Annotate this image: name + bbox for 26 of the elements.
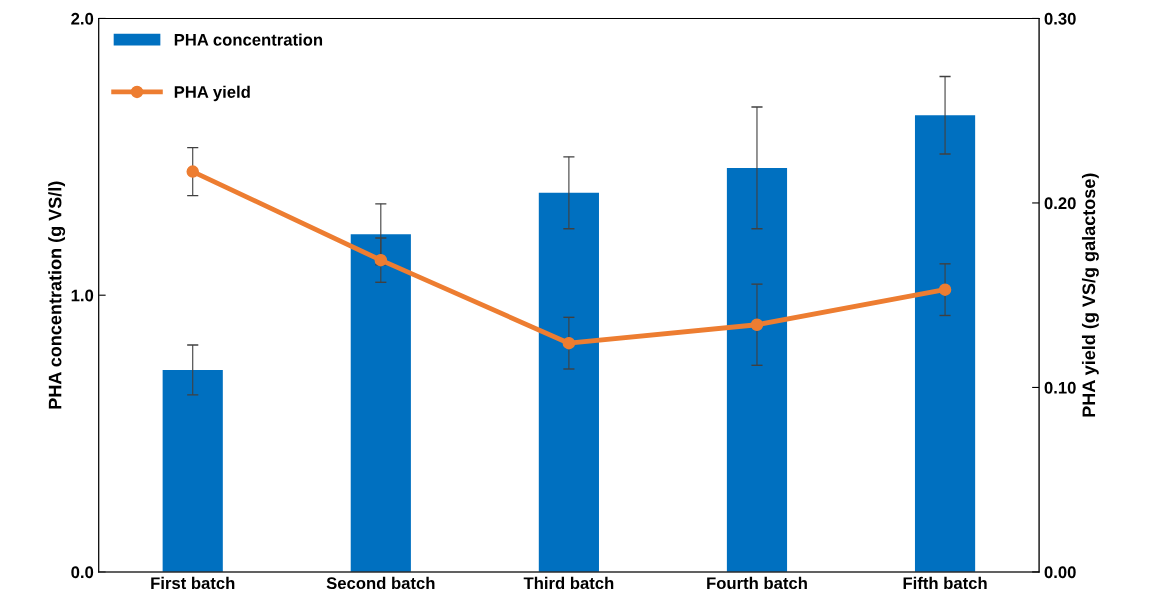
point (938, 283, 952, 296)
point (186, 165, 199, 178)
y-tick-label: 2.0 (71, 12, 94, 25)
legend-label: PHA yield (174, 85, 250, 102)
bar (162, 369, 223, 572)
y-tick-label: 1.0 (71, 289, 94, 302)
bar (726, 167, 788, 572)
bar (350, 234, 411, 572)
bar (914, 115, 976, 572)
x-tick-label: First batch (151, 576, 235, 590)
y-tick-label: 0.0 (71, 566, 94, 579)
y-axis-title: PHA concentration (g VS/l) (48, 181, 66, 409)
point (562, 336, 576, 350)
x-tick-label: Second batch (326, 576, 435, 590)
y2-tick-label: 0.00 (1044, 566, 1076, 579)
y2-tick-label: 0.10 (1044, 381, 1076, 394)
bar (538, 192, 599, 572)
y2-axis-title: PHA yield (g VS/g galactose) (1081, 173, 1099, 417)
x-tick-label: Third batch (523, 576, 614, 590)
point (374, 253, 388, 267)
x-tick-label: Fifth batch (903, 576, 987, 590)
y2-tick-label: 0.20 (1044, 197, 1076, 210)
x-tick-label: Fourth batch (707, 576, 807, 590)
y2-tick-label: 0.30 (1044, 12, 1076, 25)
legend-label: PHA concentration (174, 33, 323, 46)
point (750, 318, 764, 331)
